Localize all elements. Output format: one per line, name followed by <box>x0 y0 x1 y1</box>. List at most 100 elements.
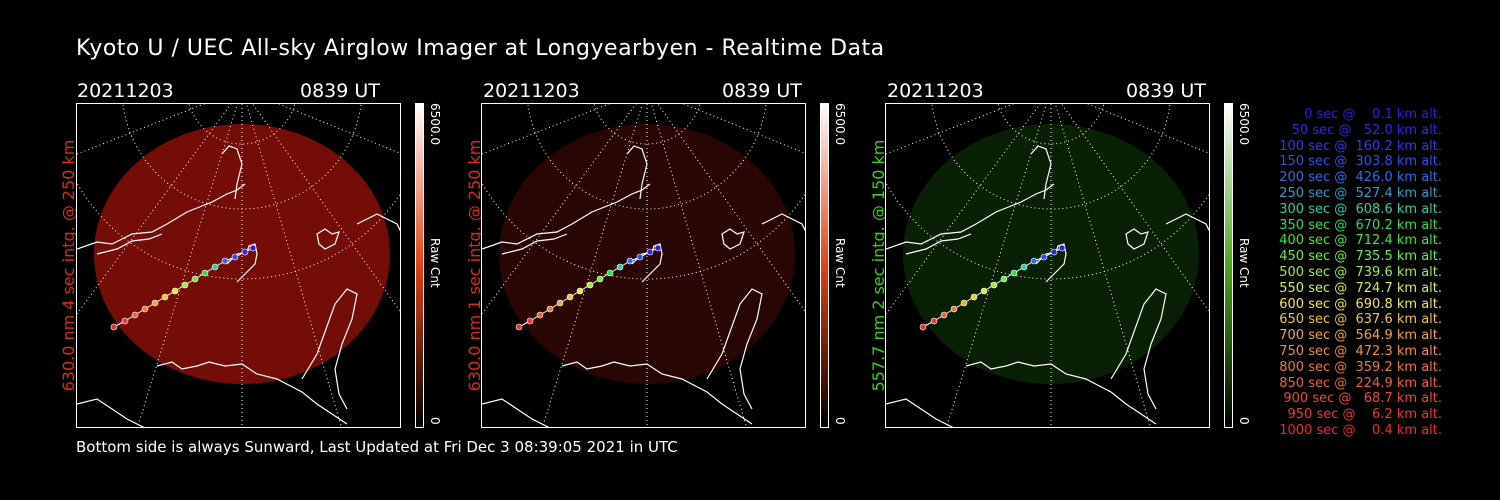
trajectory-point <box>1058 244 1066 252</box>
trajectory-point <box>930 317 938 325</box>
meridian-grid-line <box>886 104 1015 155</box>
trajectory-point <box>1010 269 1018 277</box>
footer-note: Bottom side is always Sunward, Last Upda… <box>76 438 678 456</box>
legend-row: 550 sec @ 724.7 km alt. <box>1275 280 1442 296</box>
legend-row: 200 sec @ 426.0 km alt. <box>1275 170 1442 186</box>
trajectory-point <box>566 293 574 301</box>
meridian-grid-line <box>482 104 611 155</box>
trajectory-point <box>556 299 564 307</box>
panel-1-date: 20211203 <box>77 80 174 102</box>
meridian-grid-line <box>482 104 637 315</box>
panel-1-colorbar <box>415 103 424 428</box>
panel-1-cbar-unit: Raw Cnt <box>428 238 442 288</box>
coastline <box>626 145 648 200</box>
trajectory-point <box>646 248 654 256</box>
panel-2-cbar-min: 0 <box>833 417 847 425</box>
trajectory-point <box>990 281 998 289</box>
legend-row: 50 sec @ 52.0 km alt. <box>1283 122 1442 138</box>
meridian-grid-line <box>1086 104 1209 154</box>
coastline <box>886 183 1055 250</box>
coastline <box>886 398 954 427</box>
panel-2-colorbar <box>820 103 829 428</box>
coastline <box>96 233 163 255</box>
panel-1-cbar-max: 6500.0 <box>428 103 442 145</box>
legend-row: 400 sec @ 712.4 km alt. <box>1275 233 1442 249</box>
legend-row: 350 sec @ 670.2 km alt. <box>1275 217 1442 233</box>
trajectory-point <box>970 293 978 301</box>
coastline <box>482 398 550 427</box>
meridian-grid-line <box>77 104 232 315</box>
meridian-grid-line <box>277 104 400 154</box>
legend-row: 500 sec @ 739.6 km alt. <box>1275 264 1442 280</box>
meridian-grid-line <box>137 104 238 427</box>
panel-2-time: 0839 UT <box>722 80 802 102</box>
coastline <box>221 145 243 200</box>
coastline <box>1110 288 1167 410</box>
panel-2-date: 20211203 <box>483 80 580 102</box>
panel-1-image <box>76 103 401 428</box>
coastline <box>1030 145 1052 200</box>
panel-3-colorbar <box>1224 103 1233 428</box>
legend-row: 700 sec @ 564.9 km alt. <box>1275 328 1442 344</box>
trajectory-point <box>1040 253 1048 261</box>
meridian-grid-line <box>886 104 1041 315</box>
trajectory-point <box>171 287 179 295</box>
meridian-grid-line <box>946 104 1047 427</box>
coastline <box>501 233 568 255</box>
trajectory-point <box>1050 248 1058 256</box>
coastline <box>905 233 972 255</box>
trajectory-point <box>586 281 594 289</box>
meridian-grid-line <box>77 104 206 155</box>
trajectory-point <box>151 299 159 307</box>
trajectory-point <box>654 244 662 252</box>
trajectory-point <box>1000 275 1008 283</box>
trajectory-point <box>950 305 958 313</box>
trajectory-point <box>110 323 118 331</box>
legend-row: 0 sec @ 0.1 km alt. <box>1291 107 1442 122</box>
legend-row: 900 sec @ 68.7 km alt. <box>1279 391 1442 407</box>
legend-row: 950 sec @ 6.2 km alt. <box>1283 407 1442 423</box>
coastline <box>1165 213 1209 232</box>
trajectory-point <box>201 269 209 277</box>
panel-1-time: 0839 UT <box>300 80 380 102</box>
legend-row: 750 sec @ 472.3 km alt. <box>1275 343 1442 359</box>
trajectory-point <box>181 281 189 289</box>
legend-row: 100 sec @ 160.2 km alt. <box>1275 138 1442 154</box>
trajectory-point <box>141 305 149 313</box>
trajectory-point <box>191 275 199 283</box>
coastline <box>77 183 246 250</box>
trajectory-point <box>131 311 139 319</box>
legend-row: 450 sec @ 735.5 km alt. <box>1275 249 1442 265</box>
panel-2-image <box>481 103 806 428</box>
trajectory-point <box>1030 257 1038 265</box>
legend-row: 800 sec @ 359.2 km alt. <box>1275 359 1442 375</box>
legend-row: 650 sec @ 637.6 km alt. <box>1275 312 1442 328</box>
panel-3-cbar-max: 6500.0 <box>1237 103 1251 145</box>
coastline <box>77 398 145 427</box>
trajectory-point <box>626 257 634 265</box>
trajectory-point <box>616 263 624 271</box>
trajectory-point <box>536 311 544 319</box>
coastline <box>316 228 340 250</box>
meridian-grid-line <box>682 104 805 154</box>
legend-row: 300 sec @ 608.6 km alt. <box>1275 201 1442 217</box>
panel-3-image <box>885 103 1210 428</box>
trajectory-point <box>161 293 169 301</box>
trajectory-point <box>1020 263 1028 271</box>
trajectory-point <box>526 317 534 325</box>
panel-3-map <box>886 104 1209 427</box>
legend-row: 600 sec @ 690.8 km alt. <box>1275 296 1442 312</box>
trajectory-point <box>249 244 257 252</box>
panel-2-cbar-max: 6500.0 <box>833 103 847 145</box>
coastline <box>761 213 805 232</box>
trajectory-point <box>241 248 249 256</box>
trajectory-point <box>596 275 604 283</box>
trajectory-legend: 0 sec @ 0.1 km alt. 50 sec @ 52.0 km alt… <box>1275 107 1442 439</box>
coastline <box>356 213 400 232</box>
coastline <box>631 243 663 283</box>
trajectory-point <box>960 299 968 307</box>
coastline <box>561 361 753 425</box>
trajectory-point <box>221 257 229 265</box>
legend-row: 850 sec @ 224.9 km alt. <box>1275 375 1442 391</box>
legend-row: 250 sec @ 527.4 km alt. <box>1275 185 1442 201</box>
